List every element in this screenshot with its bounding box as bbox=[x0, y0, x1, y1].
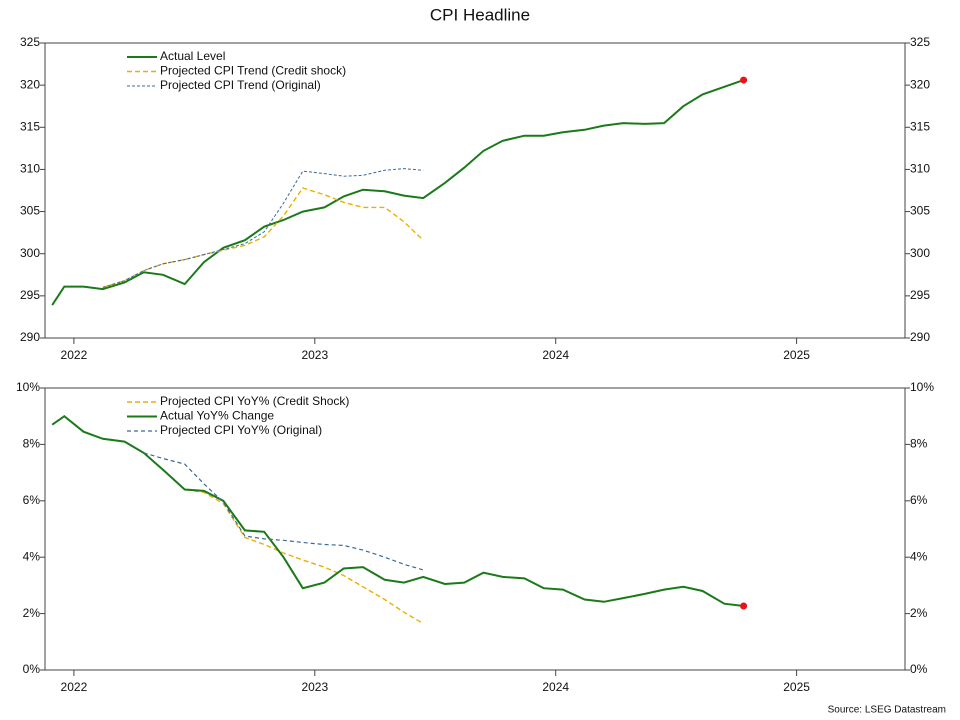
y-tick-label: 4% bbox=[23, 549, 41, 563]
y2-tick-label: 0% bbox=[910, 662, 928, 676]
plot-frame bbox=[44, 42, 906, 339]
y2-tick-label: 2% bbox=[910, 606, 928, 620]
end-marker bbox=[740, 602, 748, 610]
y-tick-label: 8% bbox=[23, 437, 41, 451]
series-line bbox=[51, 414, 744, 607]
y-tick-label: 6% bbox=[23, 493, 41, 507]
end-marker bbox=[740, 76, 748, 84]
series-line bbox=[102, 168, 424, 288]
y-tick-label: 320 bbox=[20, 77, 40, 91]
y-tick-label: 290 bbox=[20, 330, 40, 344]
y2-tick-label: 315 bbox=[910, 119, 930, 133]
plot-frame bbox=[44, 387, 906, 671]
y2-tick-label: 300 bbox=[910, 246, 930, 260]
legend-label: Projected CPI YoY% (Credit Shock) bbox=[160, 394, 349, 408]
chart-title: CPI Headline bbox=[430, 5, 530, 24]
x-tick-label: 2023 bbox=[301, 680, 328, 694]
y2-tick-label: 305 bbox=[910, 204, 930, 218]
y2-tick-label: 4% bbox=[910, 549, 928, 563]
series-line bbox=[143, 452, 424, 625]
x-tick-label: 2022 bbox=[61, 680, 88, 694]
y2-tick-label: 10% bbox=[910, 380, 934, 394]
y-tick-label: 305 bbox=[20, 204, 40, 218]
y2-tick-label: 6% bbox=[910, 493, 928, 507]
y2-tick-label: 310 bbox=[910, 162, 930, 176]
y2-tick-label: 290 bbox=[910, 330, 930, 344]
legend-label: Actual YoY% Change bbox=[160, 409, 274, 423]
series-line bbox=[143, 452, 424, 571]
y-tick-label: 300 bbox=[20, 246, 40, 260]
legend-label: Projected CPI YoY% (Original) bbox=[160, 423, 322, 437]
y-tick-label: 0% bbox=[23, 662, 41, 676]
y-tick-label: 2% bbox=[23, 606, 41, 620]
source-note: Source: LSEG Datastream bbox=[828, 705, 946, 716]
legend-label: Projected CPI Trend (Credit shock) bbox=[160, 64, 346, 78]
y-tick-label: 310 bbox=[20, 162, 40, 176]
y2-tick-label: 8% bbox=[910, 437, 928, 451]
x-tick-label: 2025 bbox=[783, 348, 810, 362]
y2-tick-label: 325 bbox=[910, 35, 930, 49]
y2-tick-label: 320 bbox=[910, 77, 930, 91]
y-tick-label: 325 bbox=[20, 35, 40, 49]
legend-label: Projected CPI Trend (Original) bbox=[160, 78, 321, 92]
y-tick-label: 295 bbox=[20, 288, 40, 302]
series-line bbox=[51, 79, 744, 306]
x-tick-label: 2023 bbox=[301, 348, 328, 362]
x-tick-label: 2022 bbox=[61, 348, 88, 362]
x-tick-label: 2024 bbox=[542, 680, 569, 694]
y2-tick-label: 295 bbox=[910, 288, 930, 302]
series-line bbox=[102, 187, 424, 289]
y-tick-label: 315 bbox=[20, 119, 40, 133]
legend-label: Actual Level bbox=[160, 49, 225, 63]
x-tick-label: 2025 bbox=[783, 680, 810, 694]
y-tick-label: 10% bbox=[16, 380, 40, 394]
x-tick-label: 2024 bbox=[542, 348, 569, 362]
